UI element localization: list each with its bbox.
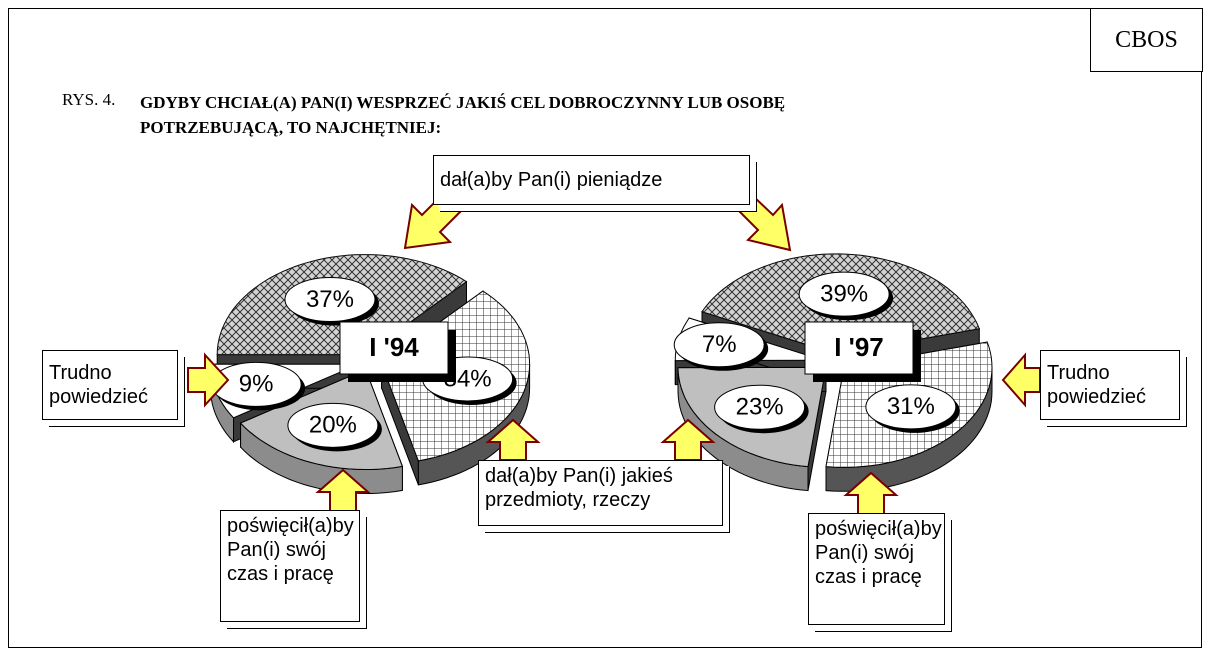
arrow <box>1001 352 1041 408</box>
data-label: 20% <box>309 412 357 439</box>
label-bubble <box>284 276 376 322</box>
label-bubble <box>865 384 957 430</box>
label-bubble <box>798 271 890 317</box>
legend-callout: dał(a)by Pan(i) jakieś przedmioty, rzecz… <box>478 460 723 526</box>
data-label: 23% <box>736 394 784 421</box>
legend-callout: Trudno powiedzieć <box>42 350 178 420</box>
figure-label: RYS. 4. <box>62 90 116 109</box>
series-label: I '94 <box>369 332 419 362</box>
data-label: 9% <box>239 371 274 398</box>
legend-callout: poświęcił(a)by Pan(i) swój czas i pracę <box>220 510 360 622</box>
data-label: 7% <box>702 331 737 358</box>
legend-callout: Trudno powiedzieć <box>1040 350 1180 420</box>
data-label: 39% <box>820 281 868 308</box>
data-label: 31% <box>887 393 935 420</box>
arrow <box>843 471 899 516</box>
legend-callout: poświęcił(a)by Pan(i) swój czas i pracę <box>808 513 945 625</box>
arrow <box>660 418 716 461</box>
legend-callout: dał(a)by Pan(i) pieniądze <box>433 155 750 205</box>
label-bubble <box>714 384 806 430</box>
arrows <box>187 193 1041 516</box>
arrow <box>187 352 230 408</box>
series-label-box <box>339 321 449 375</box>
series-label: I '97 <box>834 332 884 362</box>
arrow <box>485 418 541 461</box>
source: CBOS <box>1090 8 1203 72</box>
label-bubble <box>673 322 765 368</box>
chart-title: GDYBY CHCIAŁ(A) PAN(I) WESPRZEĆ JAKIŚ CE… <box>140 93 786 137</box>
arrow <box>315 468 371 513</box>
series-label-box <box>804 321 914 375</box>
data-label: 37% <box>306 286 354 313</box>
arrow <box>736 193 792 252</box>
label-bubble <box>287 402 379 448</box>
page: 37% 34% 20% 9% I '94 39% 31% 23% 7% I '97 CBOS RY… <box>8 8 1203 648</box>
